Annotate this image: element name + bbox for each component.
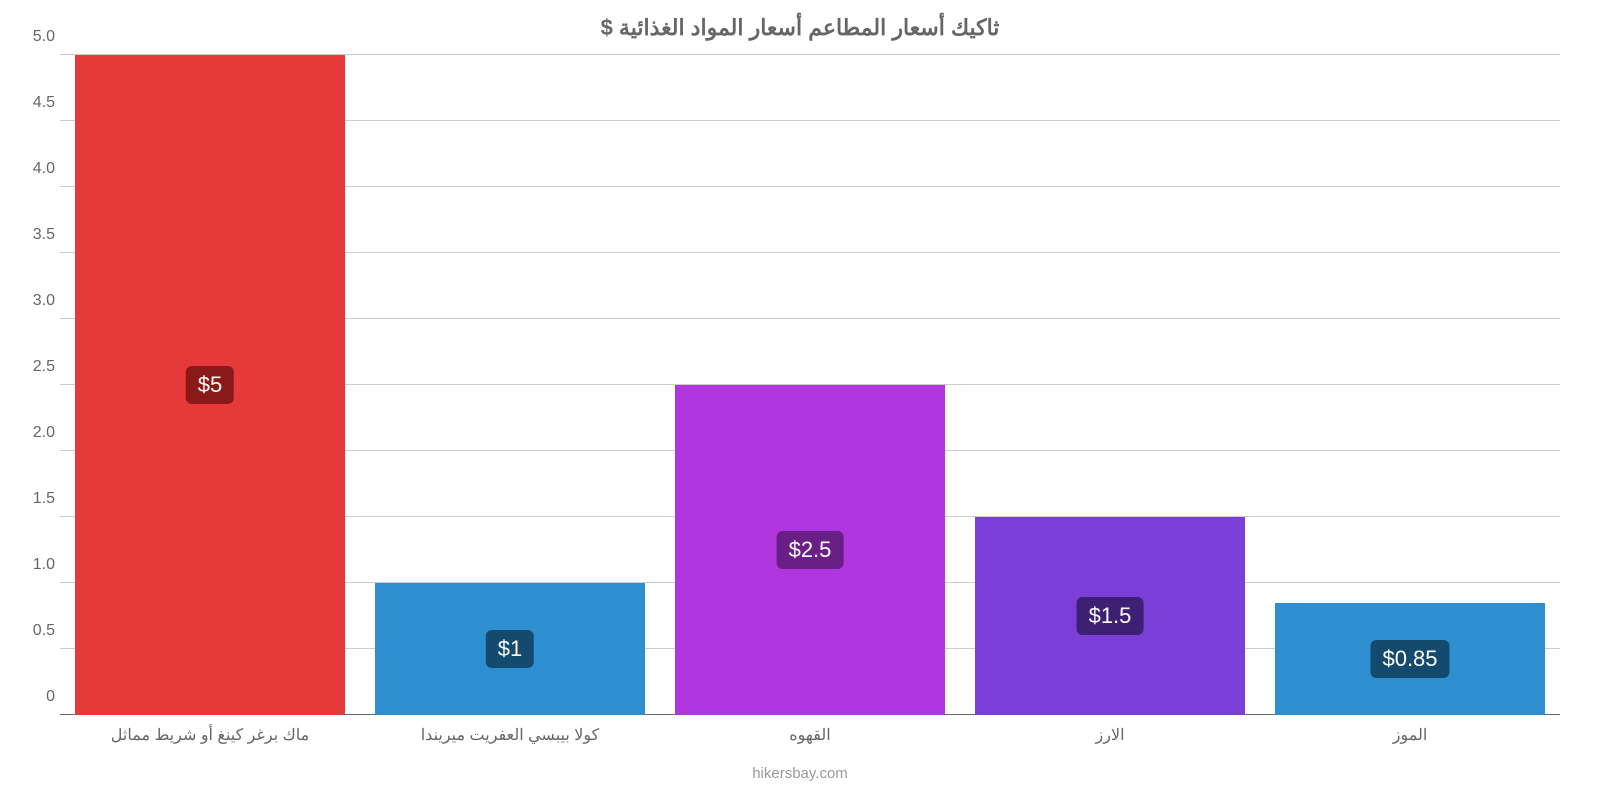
- attribution-text: hikersbay.com: [0, 765, 1600, 782]
- y-tick-label: 3.0: [10, 292, 55, 310]
- y-tick-label: 1.0: [10, 556, 55, 574]
- y-tick-label: 2.0: [10, 424, 55, 442]
- bar-value-label: $5: [186, 366, 234, 404]
- bar-value-label: $0.85: [1370, 640, 1449, 678]
- y-tick-label: 4.0: [10, 160, 55, 178]
- chart-container: ثاكيك أسعار المطاعم أسعار المواد الغذائي…: [0, 0, 1600, 800]
- bar-value-label: $1: [486, 630, 534, 668]
- x-tick-label: الموز: [1393, 725, 1428, 745]
- y-tick-label: 2.5: [10, 358, 55, 376]
- x-tick-label: الارز: [1095, 725, 1124, 745]
- bar-value-label: $1.5: [1077, 597, 1144, 635]
- chart-title: ثاكيك أسعار المطاعم أسعار المواد الغذائي…: [0, 15, 1600, 41]
- x-tick-label: القهوه: [789, 725, 830, 745]
- x-tick-label: ماك برغر كينغ أو شريط مماثل: [111, 725, 309, 745]
- y-tick-label: 0: [10, 688, 55, 706]
- y-tick-label: 3.5: [10, 226, 55, 244]
- y-tick-label: 4.5: [10, 94, 55, 112]
- y-tick-label: 5.0: [10, 28, 55, 46]
- y-tick-label: 0.5: [10, 622, 55, 640]
- x-tick-label: كولا بيبسي العفريت ميريندا: [421, 725, 600, 745]
- plot-area: 0 0.5 1.0 1.5 2.0 2.5 3.0 3.5 4.0 4.5 5.…: [60, 55, 1560, 715]
- bar-value-label: $2.5: [777, 531, 844, 569]
- y-tick-label: 1.5: [10, 490, 55, 508]
